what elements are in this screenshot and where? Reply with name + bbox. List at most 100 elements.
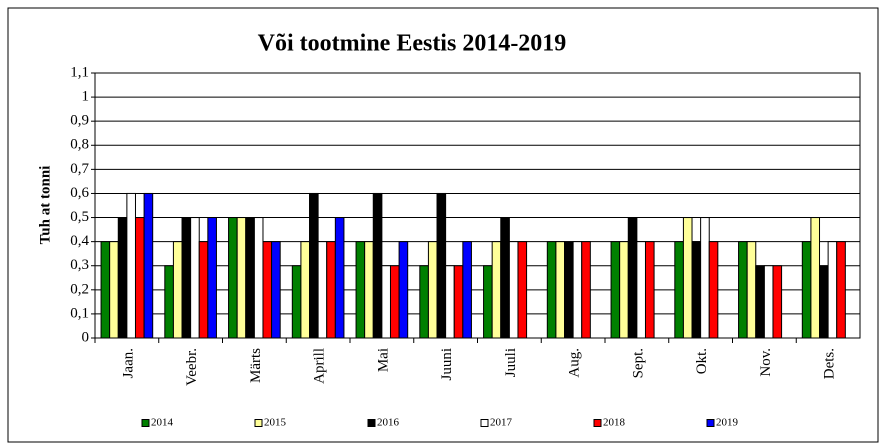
chart-title: Või tootmine Eestis 2014-2019: [258, 31, 567, 57]
y-tick-label: 0,3: [70, 257, 89, 273]
legend-swatch: [141, 419, 150, 427]
bar: [364, 241, 374, 339]
bar: [517, 241, 528, 339]
bar: [117, 217, 128, 339]
bar: [355, 241, 366, 339]
bar: [398, 241, 409, 339]
x-tick-label: Mai: [375, 348, 391, 372]
bar: [334, 217, 345, 339]
y-tick-label: 0: [82, 329, 90, 345]
bar: [810, 217, 821, 339]
bar: [483, 265, 493, 339]
legend-label: 2014: [151, 417, 174, 429]
bar: [627, 217, 638, 339]
bar: [801, 241, 812, 339]
y-tick-label: 0,2: [70, 281, 89, 297]
bar: [555, 241, 566, 339]
legend-swatch: [254, 419, 263, 427]
x-tick-label: Sept.: [630, 348, 646, 378]
bar: [682, 217, 693, 339]
x-tick-label: Nov.: [758, 348, 774, 377]
bar: [572, 241, 583, 339]
bar: [772, 265, 783, 339]
y-tick-label: 1,1: [70, 64, 89, 80]
bar: [610, 241, 621, 339]
bar: [245, 217, 255, 339]
bar: [827, 241, 838, 339]
bar: [172, 241, 183, 339]
bar: [546, 241, 557, 339]
bar: [636, 241, 646, 339]
legend-swatch: [480, 419, 489, 427]
legend-label: 2015: [264, 417, 287, 429]
bar: [644, 241, 655, 339]
bar: [181, 217, 192, 339]
bar: [309, 192, 319, 339]
bar: [508, 241, 519, 339]
bar: [198, 241, 209, 339]
bar: [262, 241, 273, 339]
bar: [164, 265, 174, 339]
legend-label: 2017: [490, 417, 513, 429]
y-tick-label: 0,5: [70, 209, 89, 225]
x-tick-label: Jaan.: [120, 348, 136, 378]
bar: [453, 265, 464, 339]
legend-label: 2018: [603, 417, 626, 429]
bar: [126, 192, 136, 339]
bar: [491, 241, 502, 339]
bar: [143, 192, 154, 339]
y-axis-label: Tuh at tonni: [37, 166, 53, 245]
bar: [372, 192, 383, 339]
bar: [619, 241, 629, 339]
bar: [236, 217, 247, 339]
legend-swatch: [367, 419, 376, 427]
y-tick-label: 0,7: [70, 161, 89, 177]
bar: [228, 217, 238, 339]
bar: [500, 217, 510, 339]
legend-swatch: [593, 419, 602, 427]
x-tick-label: Dets.: [822, 348, 838, 379]
legend-label: 2019: [716, 417, 739, 429]
bar: [746, 241, 757, 339]
bar: [836, 241, 846, 339]
bar: [207, 217, 217, 339]
bar: [819, 265, 829, 339]
bar: [581, 241, 591, 339]
bar: [317, 241, 328, 339]
bar: [381, 265, 391, 339]
y-tick-label: 0,8: [70, 137, 89, 153]
bar: [190, 217, 200, 339]
legend-label: 2016: [377, 417, 400, 429]
bar: [708, 241, 719, 339]
bar: [326, 241, 336, 339]
bar: [134, 217, 145, 339]
x-tick-label: Juuli: [503, 348, 519, 377]
bar: [691, 241, 702, 339]
bar: [271, 241, 281, 339]
x-tick-label: Juuni: [439, 348, 455, 381]
bar: [436, 192, 447, 339]
bar: [291, 265, 302, 339]
bar: [462, 241, 472, 339]
bar: [109, 241, 119, 339]
bar: [300, 241, 311, 339]
bar: [700, 217, 710, 339]
bar: [389, 265, 400, 339]
x-tick-label: Märts: [248, 348, 264, 383]
y-tick-label: 0,4: [70, 233, 89, 249]
legend-swatch: [706, 419, 715, 427]
y-tick-label: 0,9: [70, 113, 89, 129]
bar: [427, 241, 438, 339]
x-tick-label: Aprill: [312, 348, 328, 384]
bar: [674, 241, 684, 339]
y-tick-label: 0,6: [70, 185, 89, 201]
x-tick-label: Aug.: [567, 348, 583, 378]
x-tick-label: Veebr.: [184, 348, 200, 386]
y-tick-label: 1: [82, 89, 90, 105]
bar: [419, 265, 429, 339]
bar: [445, 265, 455, 339]
bar: [755, 265, 765, 339]
bar: [564, 241, 574, 339]
bar: [100, 241, 111, 339]
